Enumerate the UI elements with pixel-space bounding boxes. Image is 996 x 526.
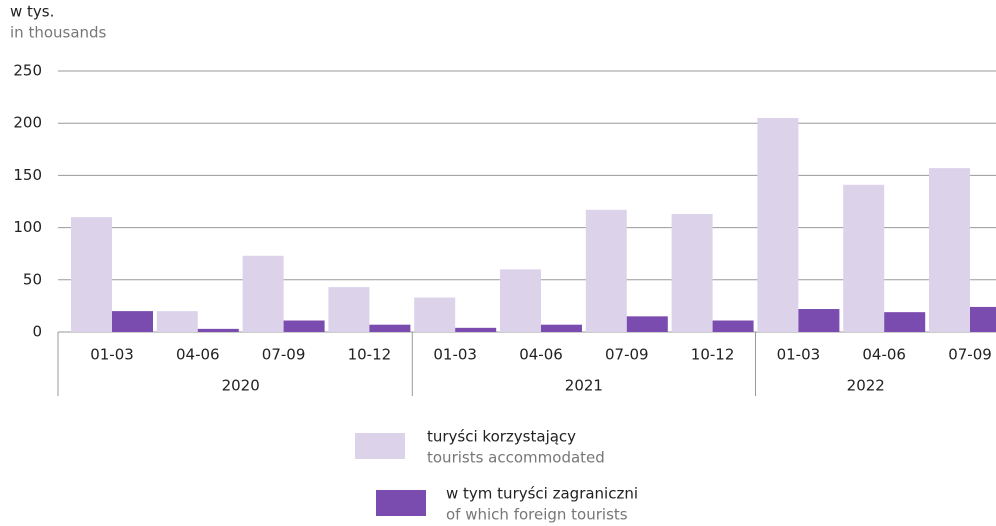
bar (970, 306, 996, 332)
bar (283, 320, 325, 332)
group-label: 2021 (565, 377, 603, 395)
bar (369, 324, 411, 332)
legend-label: w tym turyści zagraniczni (446, 485, 638, 503)
legend-label-en: tourists accommodated (427, 449, 605, 467)
bar (671, 214, 713, 332)
bar (798, 309, 840, 332)
unit-label: w tys. (10, 3, 54, 21)
legend-label: turyści korzystający (427, 428, 576, 446)
bar (156, 311, 198, 332)
bar (112, 311, 153, 332)
bar (242, 255, 284, 332)
group-label: 2022 (847, 377, 885, 395)
group-label: 2020 (222, 377, 260, 395)
bar (71, 217, 112, 332)
x-tick-label: 01-03 (777, 346, 821, 364)
bar (328, 287, 370, 332)
x-tick-label: 01-03 (90, 346, 134, 364)
bar (585, 209, 627, 332)
bar (455, 327, 497, 332)
legend-swatch (355, 433, 405, 459)
x-tick-label: 10-12 (348, 346, 392, 364)
y-tick-label: 100 (13, 218, 42, 236)
bar (626, 316, 668, 332)
y-tick-label: 0 (32, 323, 42, 341)
legend-swatch (376, 490, 426, 516)
bar (541, 324, 582, 332)
bar (500, 269, 541, 332)
y-tick-label: 200 (13, 114, 42, 132)
legend-label-en: of which foreign tourists (446, 506, 628, 524)
bar (929, 168, 970, 332)
x-tick-label: 07-09 (948, 346, 992, 364)
bar (884, 312, 926, 332)
bar (757, 117, 799, 332)
x-tick-label: 04-06 (862, 346, 906, 364)
y-tick-label: 150 (13, 166, 42, 184)
bar (414, 297, 456, 332)
y-tick-label: 250 (13, 62, 42, 80)
x-tick-label: 01-03 (433, 346, 477, 364)
x-tick-label: 07-09 (605, 346, 649, 364)
y-tick-label: 50 (23, 270, 42, 288)
x-tick-label: 04-06 (176, 346, 220, 364)
x-tick-label: 04-06 (519, 346, 563, 364)
x-tick-label: 07-09 (262, 346, 306, 364)
x-tick-label: 10-12 (691, 346, 735, 364)
bar (197, 328, 239, 332)
bar (712, 320, 754, 332)
unit-label-en: in thousands (10, 24, 107, 42)
bar (843, 184, 885, 332)
